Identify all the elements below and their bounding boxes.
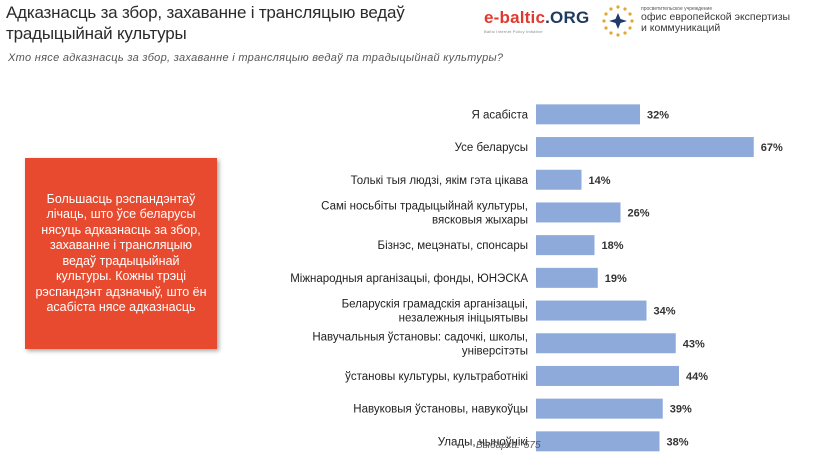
bar-value-label: 18% bbox=[602, 240, 624, 252]
partner-logo: просветительское учреждение офис европей… bbox=[601, 4, 817, 38]
category-label: Самі носьбіты традыцыйнай культуры, вяско… bbox=[321, 200, 528, 226]
category-label: Толькі тыя людзі, якім гэта цікава bbox=[351, 175, 529, 187]
ebaltic-logo-org: .ORG bbox=[545, 8, 590, 27]
bar bbox=[536, 137, 754, 158]
bar bbox=[536, 235, 595, 256]
bar bbox=[536, 431, 660, 452]
category-label-line: Бізнэс, мецэнаты, спонсары bbox=[378, 240, 528, 252]
bar-value-label: 34% bbox=[654, 306, 676, 318]
bar bbox=[536, 202, 621, 223]
category-label-line: Беларускія грамадскія арганізацыі, bbox=[342, 299, 528, 311]
category-label: Улады, чыноўнікі bbox=[438, 436, 528, 448]
category-label: Беларускія грамадскія арганізацыі, незале… bbox=[342, 299, 528, 325]
bar bbox=[536, 365, 679, 386]
chart-subtitle: Хто нясе адказнасць за збор, захаванне і… bbox=[8, 52, 504, 64]
bar bbox=[536, 333, 676, 354]
bar bbox=[536, 104, 640, 125]
category-label-line: вясковыя жыхары bbox=[432, 214, 528, 226]
partner-logo-small: просветительское учреждение bbox=[641, 6, 713, 12]
bar-value-label: 38% bbox=[667, 436, 689, 448]
category-label: Навуковыя ўстановы, навукоўцы bbox=[353, 404, 528, 416]
ebaltic-logo-tagline: Baltic Internet Policy Initiative bbox=[484, 29, 543, 34]
partner-logo-name: офис европейской экспертизы и коммуникац… bbox=[641, 12, 790, 34]
ebaltic-logo: e-baltic.ORG Baltic Internet Policy Init… bbox=[484, 8, 589, 34]
sample-size-value: 575 bbox=[523, 440, 541, 451]
star-emblem-icon bbox=[602, 5, 634, 37]
bar-value-label: 26% bbox=[628, 207, 650, 219]
category-label: Бізнэс, мецэнаты, спонсары bbox=[378, 240, 528, 252]
category-label-line: Навучальныя ўстановы: садочкі, школы, bbox=[312, 331, 528, 343]
category-label-line: Самі носьбіты традыцыйнай культуры, bbox=[321, 200, 528, 212]
category-label: ўстановы культуры, культработнікі bbox=[345, 371, 528, 383]
callout-box: Большасць рэспандэнтаў лічаць, што ўсе б… bbox=[25, 158, 217, 349]
category-label-line: ўстановы культуры, культработнікі bbox=[345, 371, 528, 383]
ebaltic-logo-word: e-baltic bbox=[484, 8, 546, 27]
category-label: Я асабіста bbox=[472, 109, 529, 121]
bar bbox=[536, 398, 663, 419]
sample-size: Выбарка: 575 bbox=[476, 440, 541, 451]
category-label-line: незалежныя ініцыятывы bbox=[399, 313, 528, 325]
bar-value-label: 19% bbox=[605, 273, 627, 285]
bar-value-label: 14% bbox=[589, 175, 611, 187]
partner-logo-line2: и коммуникаций bbox=[641, 22, 721, 34]
bar bbox=[536, 267, 598, 288]
category-label-line: Толькі тыя людзі, якім гэта цікава bbox=[351, 175, 529, 187]
bar-value-label: 43% bbox=[683, 338, 705, 350]
category-label-line: Навуковыя ўстановы, навукоўцы bbox=[353, 404, 528, 416]
bar-value-label: 44% bbox=[686, 371, 708, 383]
callout-text: Большасць рэспандэнтаў лічаць, што ўсе б… bbox=[35, 191, 207, 315]
category-label: Усе беларусы bbox=[455, 142, 528, 154]
sample-size-label: Выбарка: bbox=[476, 440, 520, 451]
category-label-line: Улады, чыноўнікі bbox=[438, 436, 528, 448]
bar-value-label: 32% bbox=[647, 109, 669, 121]
bar-value-label: 39% bbox=[670, 404, 692, 416]
bar-value-label: 67% bbox=[761, 142, 783, 154]
category-label-line: Міжнародныя арганізацыі, фонды, ЮНЭСКА bbox=[290, 273, 528, 285]
category-label-line: Усе беларусы bbox=[455, 142, 528, 154]
category-label: Міжнародныя арганізацыі, фонды, ЮНЭСКА bbox=[290, 273, 528, 285]
page-title: Адказнасць за збор, захаванне і трансляц… bbox=[6, 3, 405, 43]
bar bbox=[536, 169, 582, 190]
bar bbox=[536, 300, 647, 321]
category-label-line: Я асабіста bbox=[472, 109, 529, 121]
category-label: Навучальныя ўстановы: садочкі, школы, уні… bbox=[312, 331, 528, 357]
partner-logo-line1: офис европейской экспертизы bbox=[641, 11, 791, 23]
category-label-line: універсітэты bbox=[462, 345, 528, 357]
